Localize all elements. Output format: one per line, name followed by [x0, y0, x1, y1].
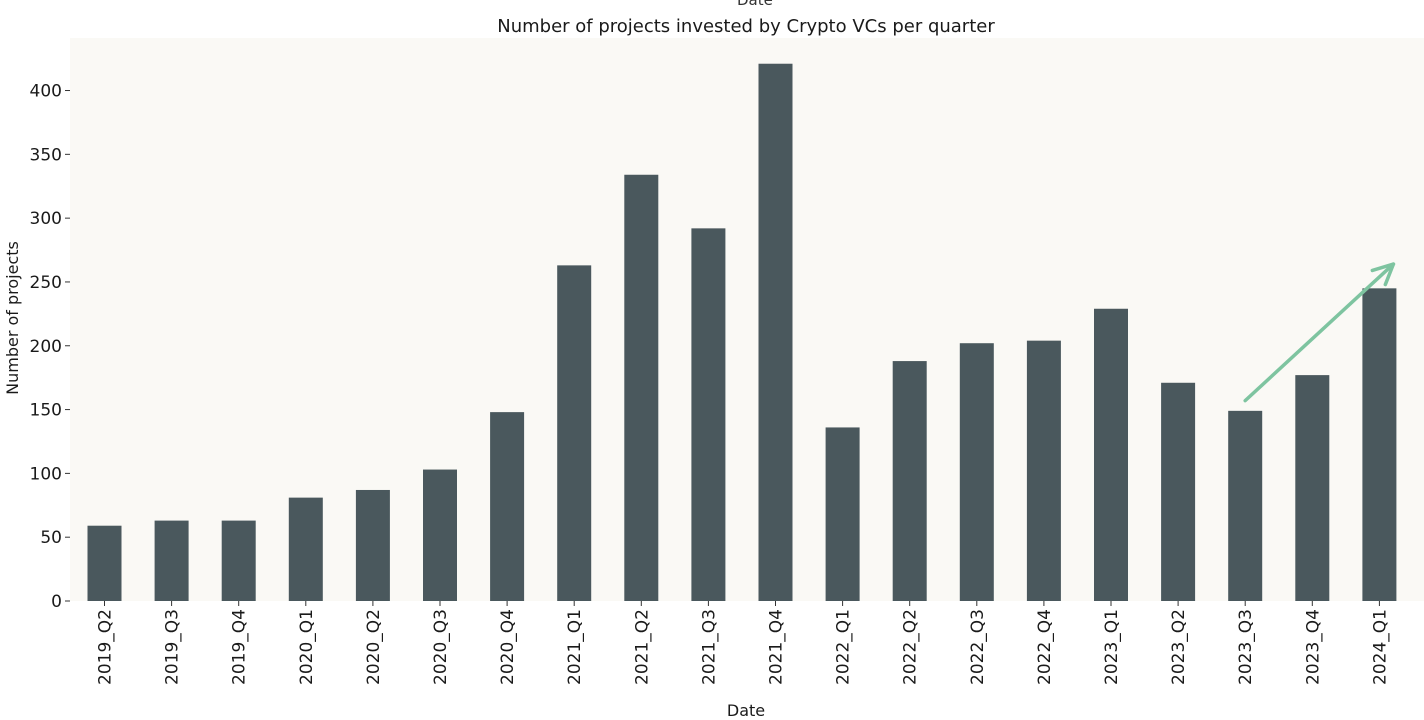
y-tick-label: 150	[30, 401, 62, 421]
arrow-shaft	[1243, 262, 1396, 403]
x-tick-label: 2021_Q3	[699, 609, 719, 685]
bar	[1026, 340, 1061, 601]
y-tick-label: 300	[30, 209, 62, 229]
x-tick-label: 2023_Q4	[1303, 609, 1323, 685]
bar	[87, 525, 122, 601]
bar	[221, 520, 256, 601]
bar	[959, 343, 994, 601]
x-tick-label: 2023_Q1	[1102, 609, 1122, 685]
bar	[1161, 382, 1196, 601]
bar	[288, 497, 323, 601]
y-tick-label: 250	[30, 273, 62, 293]
y-axis-label: Number of projects	[3, 241, 22, 395]
bar	[423, 469, 457, 601]
bar	[825, 427, 860, 601]
plot-area	[70, 38, 1424, 601]
x-tick-label: 2024_Q1	[1370, 609, 1390, 685]
x-tick-label: 2020_Q1	[297, 609, 317, 685]
x-tick-label: 2021_Q2	[632, 609, 652, 685]
trend-arrow	[1243, 262, 1396, 403]
x-tick-label: 2020_Q4	[498, 609, 518, 685]
x-axis-label: Date	[727, 701, 765, 720]
x-tick-label: 2019_Q3	[163, 609, 183, 685]
bar	[154, 520, 189, 601]
bars	[87, 63, 1397, 601]
x-tick-label: 2023_Q2	[1169, 609, 1189, 685]
x-axis: 2019_Q2 2019_Q3 2019_Q4 2020_Q1 2020_Q2 2020_…	[96, 601, 1390, 685]
bar	[355, 489, 390, 601]
x-tick-label: 2022_Q2	[901, 609, 921, 685]
bar	[1362, 288, 1397, 601]
x-tick-label: 2019_Q4	[230, 609, 250, 685]
x-tick-label: 2022_Q1	[834, 609, 854, 685]
y-axis: 0 50 100 150 200 250 300 350 400	[30, 82, 70, 612]
x-tick-label: 2020_Q3	[431, 609, 451, 685]
top-cut-label: Date	[737, 0, 773, 9]
x-tick-label: 2021_Q4	[767, 609, 787, 685]
y-tick-label: 400	[30, 82, 62, 102]
bar	[892, 361, 927, 601]
y-tick-label: 100	[30, 464, 62, 484]
y-tick-label: 350	[30, 145, 62, 165]
x-tick-label: 2019_Q2	[96, 609, 116, 685]
chart-title: Number of projects invested by Crypto VC…	[497, 16, 995, 37]
bar	[758, 63, 793, 601]
x-tick-label: 2021_Q1	[565, 609, 585, 685]
bar	[1094, 308, 1128, 601]
bar	[624, 174, 659, 601]
arrow-head	[1370, 262, 1396, 287]
bar	[490, 412, 525, 601]
x-tick-label: 2023_Q3	[1236, 609, 1256, 685]
y-tick-label: 200	[30, 337, 62, 357]
bar	[1295, 375, 1330, 601]
x-tick-label: 2020_Q2	[364, 609, 384, 685]
x-tick-label: 2022_Q4	[1035, 609, 1055, 685]
x-tick-label: 2022_Q3	[968, 609, 988, 685]
bar	[691, 228, 726, 601]
y-tick-label: 50	[40, 528, 62, 548]
bar	[557, 265, 592, 601]
bar	[1228, 410, 1263, 601]
y-tick-label: 0	[51, 592, 62, 612]
